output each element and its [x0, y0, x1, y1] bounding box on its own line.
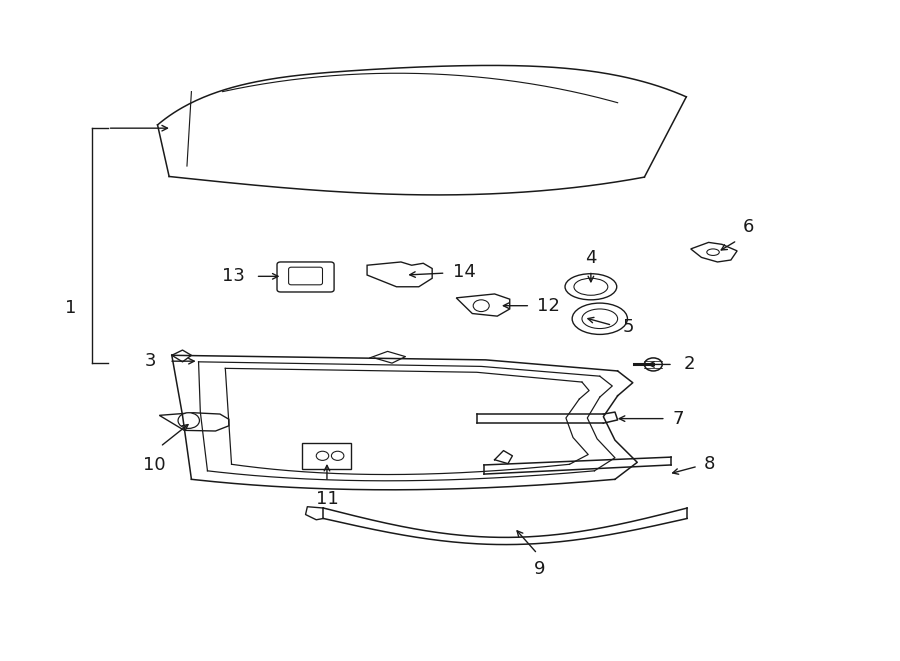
Text: 3: 3 [144, 352, 156, 370]
Polygon shape [367, 262, 432, 287]
FancyBboxPatch shape [289, 267, 322, 285]
Circle shape [473, 300, 490, 311]
Text: 12: 12 [537, 297, 561, 315]
Text: 1: 1 [66, 299, 77, 317]
Circle shape [316, 451, 328, 460]
Text: 7: 7 [673, 410, 684, 428]
Ellipse shape [574, 278, 608, 295]
Ellipse shape [572, 303, 627, 334]
Circle shape [644, 358, 662, 371]
Circle shape [331, 451, 344, 460]
Polygon shape [456, 294, 509, 316]
Text: 2: 2 [684, 356, 695, 373]
Text: 9: 9 [534, 561, 544, 578]
Text: 5: 5 [623, 318, 634, 336]
Ellipse shape [565, 274, 617, 300]
Text: 6: 6 [742, 218, 754, 236]
Polygon shape [159, 412, 229, 431]
FancyBboxPatch shape [302, 443, 351, 469]
Circle shape [178, 412, 200, 428]
Ellipse shape [582, 309, 617, 329]
FancyBboxPatch shape [277, 262, 334, 292]
Text: 10: 10 [143, 456, 166, 474]
Text: 14: 14 [453, 263, 475, 281]
Text: 4: 4 [585, 249, 597, 266]
Polygon shape [691, 243, 737, 262]
Ellipse shape [706, 249, 719, 255]
Text: 11: 11 [316, 490, 338, 508]
Text: 13: 13 [222, 267, 245, 286]
Text: 8: 8 [704, 455, 716, 473]
